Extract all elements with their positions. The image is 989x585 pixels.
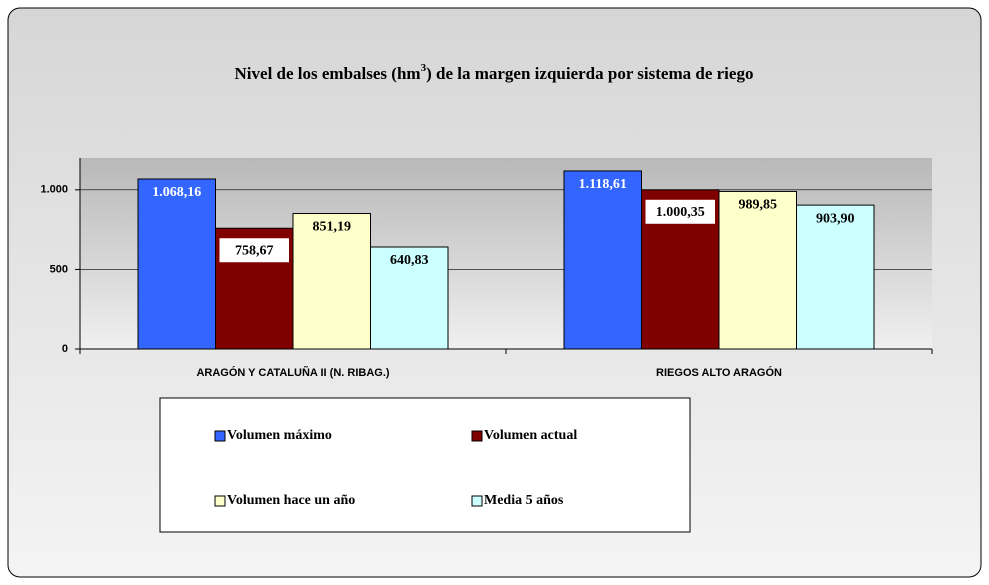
legend-swatch [214, 430, 226, 442]
title-superscript: 3 [421, 62, 427, 74]
y-tick-label: 500 [50, 263, 68, 275]
value-label: 1.118,61 [579, 177, 627, 192]
y-tick-label: 1.000 [40, 184, 68, 196]
legend [159, 397, 691, 533]
title-part: ) de la margen izquierda por sistema de … [426, 64, 753, 83]
y-tick-label: 0 [62, 343, 68, 355]
bar [563, 170, 642, 350]
value-label: 903,90 [816, 211, 855, 226]
legend-swatch [471, 430, 483, 442]
bar [137, 178, 216, 350]
legend-swatch [214, 495, 226, 507]
value-label: 1.068,16 [152, 185, 201, 200]
legend-label: Media 5 años [484, 493, 564, 508]
value-label: 640,83 [390, 253, 429, 268]
value-label: 758,67 [235, 243, 274, 258]
bar [796, 204, 875, 350]
title-part: Nivel de los embalses (hm [235, 64, 421, 83]
value-label-box [219, 238, 289, 263]
legend-label: Volumen máximo [227, 428, 332, 443]
value-label: 851,19 [313, 220, 352, 235]
x-tick-label: RIEGOS ALTO ARAGÓN [656, 366, 782, 379]
legend-label: Volumen actual [484, 428, 577, 443]
value-label: 989,85 [739, 198, 778, 213]
x-tick-label: ARAGÓN Y CATALUÑA II (N. RIBAG.) [196, 366, 389, 379]
bar [370, 246, 449, 350]
chart-title: Nivel de los embalses (hm3) de la margen… [235, 62, 754, 83]
legend-swatch [471, 495, 483, 507]
value-label: 1.000,35 [656, 205, 705, 220]
legend-label: Volumen hace un año [227, 493, 355, 508]
bar [718, 190, 797, 350]
value-label-box [645, 199, 715, 224]
